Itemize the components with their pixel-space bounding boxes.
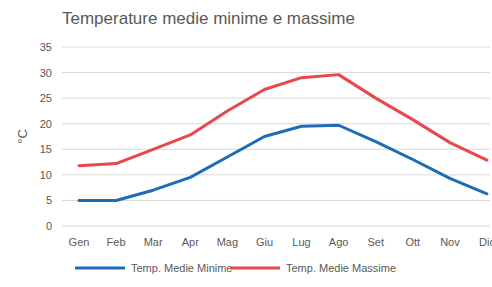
y-tick-label: 5 bbox=[46, 194, 52, 206]
plot-area bbox=[79, 75, 487, 201]
y-axis-label: °C bbox=[15, 129, 30, 144]
legend-label: Temp. Medie Minime bbox=[131, 262, 232, 274]
grid-line bbox=[62, 149, 490, 150]
y-tick-label: 15 bbox=[40, 143, 52, 155]
x-tick-label: Ott bbox=[405, 236, 420, 248]
x-tick-label: Apr bbox=[182, 236, 199, 248]
series-line bbox=[79, 125, 487, 200]
background bbox=[0, 0, 492, 287]
x-tick-label: Mag bbox=[217, 236, 238, 248]
chart: Temperature medie minime e massime °C 0 5 10… bbox=[0, 0, 492, 287]
grid-line bbox=[62, 98, 490, 99]
legend-swatch bbox=[230, 267, 280, 270]
y-tick-label: 25 bbox=[40, 92, 52, 104]
grid-line bbox=[62, 200, 490, 201]
y-tick-label: 30 bbox=[40, 67, 52, 79]
legend-swatch bbox=[75, 267, 125, 270]
series-line bbox=[79, 75, 487, 166]
grid-line bbox=[62, 123, 490, 124]
y-tick-label: 20 bbox=[40, 118, 52, 130]
x-tick-label: Feb bbox=[107, 236, 126, 248]
x-tick-label: Set bbox=[367, 236, 384, 248]
x-tick-label: Dic bbox=[479, 236, 492, 248]
legend-label: Temp. Medie Massime bbox=[286, 262, 396, 274]
title: Temperature medie minime e massime bbox=[62, 9, 355, 28]
grid-line bbox=[62, 174, 490, 175]
grid-line bbox=[62, 226, 490, 227]
x-tick-label: Giu bbox=[256, 236, 273, 248]
y-tick-label: 35 bbox=[40, 41, 52, 53]
y-tick-label: 0 bbox=[46, 220, 52, 232]
y-tick-label: 10 bbox=[40, 169, 52, 181]
x-tick-label: Mar bbox=[144, 236, 163, 248]
x-tick-label: Gen bbox=[69, 236, 90, 248]
grid-line bbox=[62, 47, 490, 48]
x-tick-label: Nov bbox=[440, 236, 460, 248]
grid-line bbox=[62, 72, 490, 73]
x-tick-label: Lug bbox=[292, 236, 310, 248]
x-tick-label: Ago bbox=[329, 236, 349, 248]
